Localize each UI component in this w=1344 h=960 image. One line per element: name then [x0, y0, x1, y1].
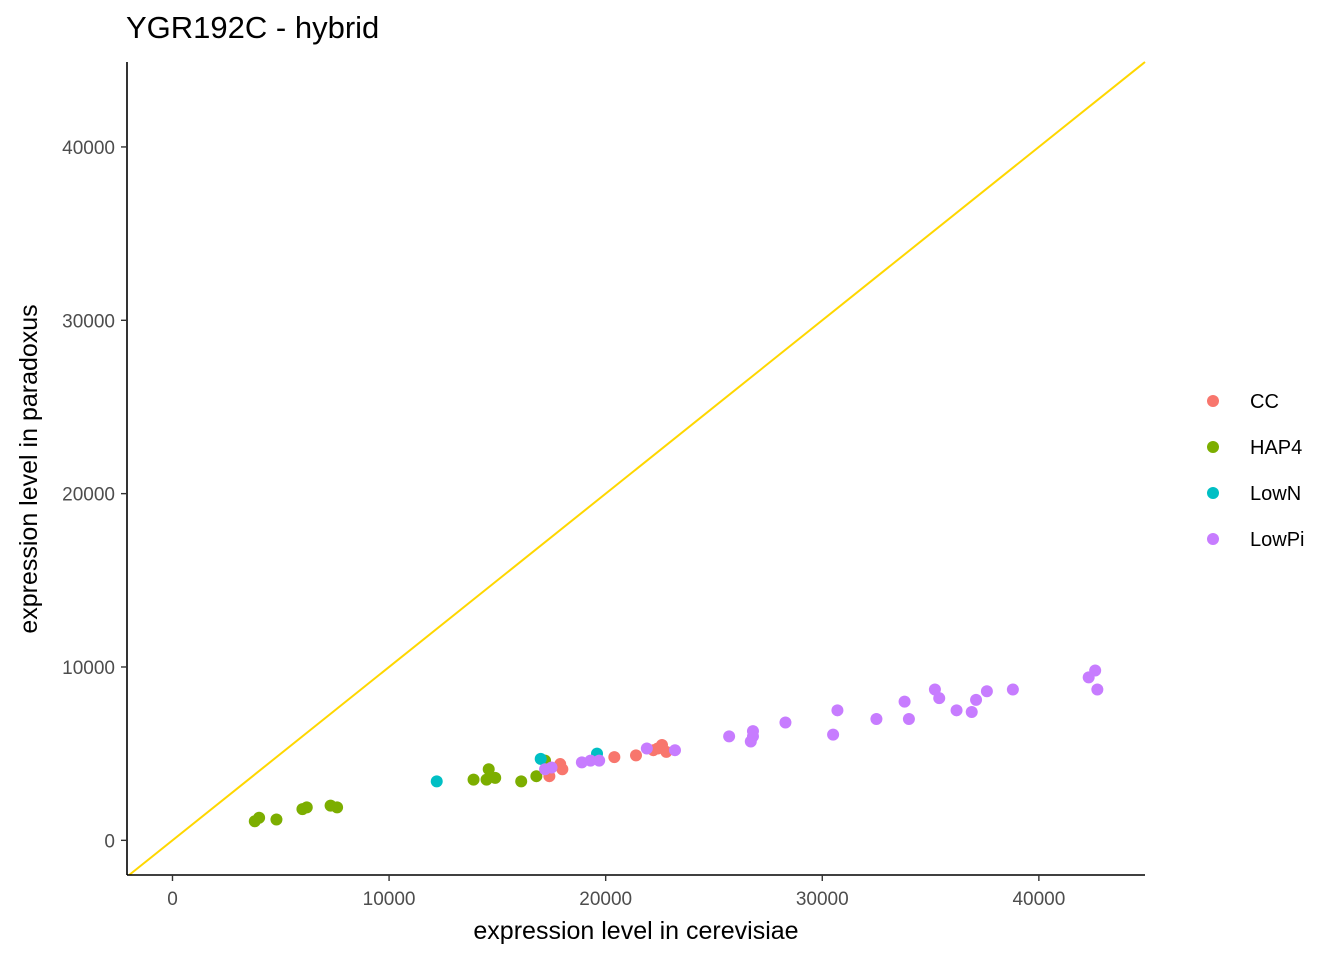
point-cc	[556, 763, 569, 776]
legend-key-lown	[1207, 487, 1219, 499]
x-tick-label: 30000	[796, 889, 849, 910]
point-lowpi	[545, 761, 558, 774]
point-lown	[430, 775, 443, 788]
legend: CC HAP4 LowN LowPi	[1207, 391, 1304, 551]
identity-line	[128, 61, 1146, 876]
x-tick-label: 10000	[363, 889, 416, 910]
point-hap4	[253, 811, 266, 824]
y-axis-ticks: 0 10000 20000 30000 40000	[62, 138, 127, 852]
plot-panel: 0 10000 20000 30000 40000 0 10000 20000 30000 40…	[62, 61, 1146, 910]
point-lowpi	[1006, 683, 1019, 696]
point-cc	[608, 751, 621, 764]
x-tick-label: 20000	[579, 889, 632, 910]
legend-label-cc: CC	[1250, 391, 1279, 413]
y-tick-label: 40000	[62, 138, 115, 159]
y-tick-label: 10000	[62, 658, 115, 679]
point-lowpi	[723, 730, 736, 743]
point-hap4	[530, 770, 543, 783]
legend-label-lown: LowN	[1250, 483, 1301, 505]
chart-title: YGR192C - hybrid	[126, 10, 379, 45]
point-lowpi	[584, 754, 597, 767]
point-lowpi	[933, 692, 946, 705]
x-axis-title: expression level in cerevisiae	[473, 917, 798, 945]
point-hap4	[331, 801, 344, 814]
point-hap4	[515, 775, 528, 788]
legend-key-lowpi	[1207, 533, 1219, 545]
point-hap4	[467, 773, 480, 786]
point-hap4	[300, 801, 313, 814]
point-lowpi	[1091, 683, 1104, 696]
point-lowpi	[593, 754, 606, 767]
point-lowpi	[898, 695, 911, 708]
x-tick-label: 0	[167, 889, 178, 910]
y-tick-label: 30000	[62, 311, 115, 332]
point-lowpi	[831, 704, 844, 717]
point-lowpi	[746, 725, 759, 738]
point-lowpi	[640, 742, 653, 755]
point-cc	[630, 749, 642, 762]
point-lowpi	[779, 716, 792, 729]
x-axis-ticks: 0 10000 20000 30000 40000	[167, 875, 1065, 910]
y-tick-label: 0	[104, 831, 115, 852]
point-lowpi	[902, 712, 915, 725]
point-lowpi	[980, 685, 993, 698]
point-hap4	[270, 813, 283, 826]
point-lowpi	[970, 693, 983, 706]
data-points	[248, 664, 1104, 828]
point-lowpi	[827, 728, 840, 741]
point-lowpi	[668, 744, 681, 757]
point-lowpi	[1089, 664, 1102, 677]
x-tick-label: 40000	[1012, 889, 1065, 910]
point-lowpi	[965, 706, 978, 719]
legend-key-cc	[1207, 395, 1219, 407]
point-hap4	[489, 771, 502, 784]
legend-key-hap4	[1207, 441, 1219, 453]
point-lown	[534, 752, 547, 765]
point-lowpi	[950, 704, 963, 717]
legend-label-hap4: HAP4	[1250, 437, 1302, 459]
legend-label-lowpi: LowPi	[1250, 529, 1304, 551]
point-hap4	[482, 763, 495, 776]
point-lowpi	[870, 712, 883, 725]
y-axis-title: expression level in paradoxus	[15, 304, 43, 633]
y-tick-label: 20000	[62, 485, 115, 506]
